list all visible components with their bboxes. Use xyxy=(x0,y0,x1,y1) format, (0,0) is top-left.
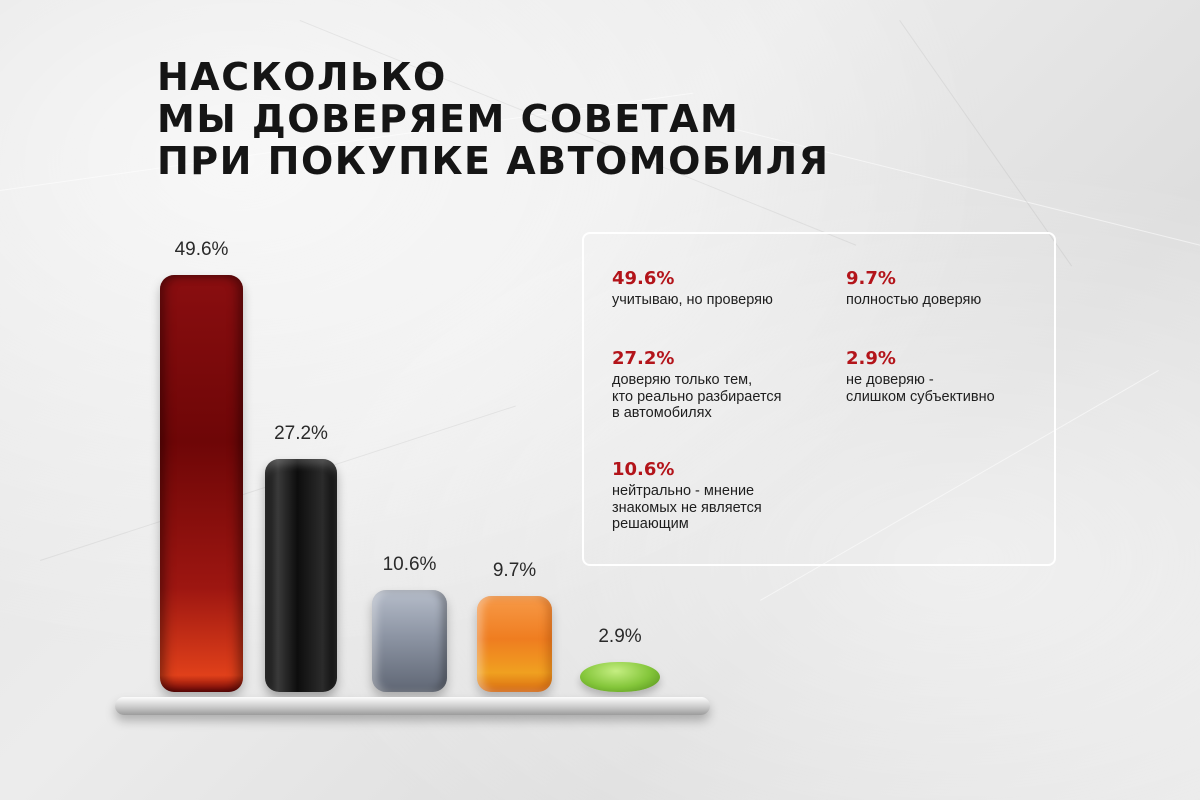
bar-value-label: 9.7% xyxy=(492,560,537,581)
legend-description: не доверяю - слишком субъективно xyxy=(846,372,995,405)
chart-bar xyxy=(580,662,660,692)
legend-value: 9.7% xyxy=(846,268,896,289)
bar-value-label: 10.6% xyxy=(382,554,437,575)
chart-bar xyxy=(265,459,337,692)
legend-item: 49.6% учитываю, но проверяю xyxy=(612,268,842,309)
legend-box: 49.6% учитываю, но проверяю 9.7% полност… xyxy=(582,232,1056,566)
legend-description: доверяю только тем, кто реально разбирае… xyxy=(612,372,782,421)
legend-value: 49.6% xyxy=(612,268,675,289)
title-line-2: МЫ ДОВЕРЯЕМ СОВЕТАМ xyxy=(157,97,740,141)
page-title: НАСКОЛЬКО МЫ ДОВЕРЯЕМ СОВЕТАМ ПРИ ПОКУПК… xyxy=(157,56,830,182)
bar-value-label: 49.6% xyxy=(174,239,229,260)
title-line-1: НАСКОЛЬКО xyxy=(157,55,447,99)
bar-value-label: 2.9% xyxy=(598,626,642,647)
title-line-3: ПРИ ПОКУПКЕ АВТОМОБИЛЯ xyxy=(157,139,830,183)
chart-bar xyxy=(477,596,552,692)
chart-bar xyxy=(372,590,447,692)
chart-base-tray xyxy=(115,697,710,715)
legend-item: 10.6% нейтрально - мнение знакомых не яв… xyxy=(612,459,842,533)
chart-bar xyxy=(160,275,243,692)
legend-item: 9.7% полностью доверяю xyxy=(846,268,1076,309)
legend-item: 2.9% не доверяю - слишком субъективно xyxy=(846,348,1076,405)
legend-value: 10.6% xyxy=(612,459,675,480)
legend-value: 2.9% xyxy=(846,348,896,369)
bar-value-label: 27.2% xyxy=(274,423,328,444)
legend-description: учитываю, но проверяю xyxy=(612,292,773,308)
legend-description: полностью доверяю xyxy=(846,292,982,308)
legend-description: нейтрально - мнение знакомых не является… xyxy=(612,483,762,532)
legend-value: 27.2% xyxy=(612,348,675,369)
legend-item: 27.2% доверяю только тем, кто реально ра… xyxy=(612,348,842,422)
